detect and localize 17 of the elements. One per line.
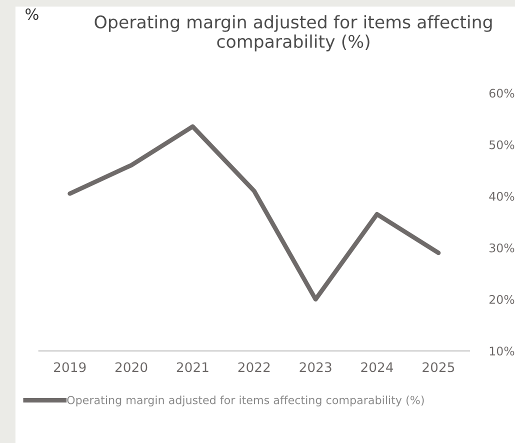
y-axis-title: % <box>26 8 38 20</box>
x-tick-label: 2021 <box>176 362 208 372</box>
x-tick-label: 2020 <box>115 362 148 372</box>
y-tick-label: 30% <box>490 243 514 252</box>
x-tick-label: 2024 <box>361 362 394 372</box>
x-tick-label: 2025 <box>422 362 454 372</box>
chart-title: Operating margin adjusted for items affecting comparability (%) <box>94 15 492 52</box>
y-tick-label: 60% <box>489 88 514 98</box>
legend-label: Operating margin adjusted for items affecting comparability (%) <box>67 396 424 406</box>
x-tick-label: 2023 <box>300 362 332 372</box>
y-tick-label: 40% <box>489 192 514 201</box>
x-tick-label: 2019 <box>54 362 86 372</box>
y-tick-label: 50% <box>490 140 514 150</box>
y-tick-label: 20% <box>489 295 514 304</box>
y-tick-label: 10% <box>490 346 514 356</box>
line-series <box>68 124 441 302</box>
x-tick-label: 2022 <box>238 362 270 372</box>
